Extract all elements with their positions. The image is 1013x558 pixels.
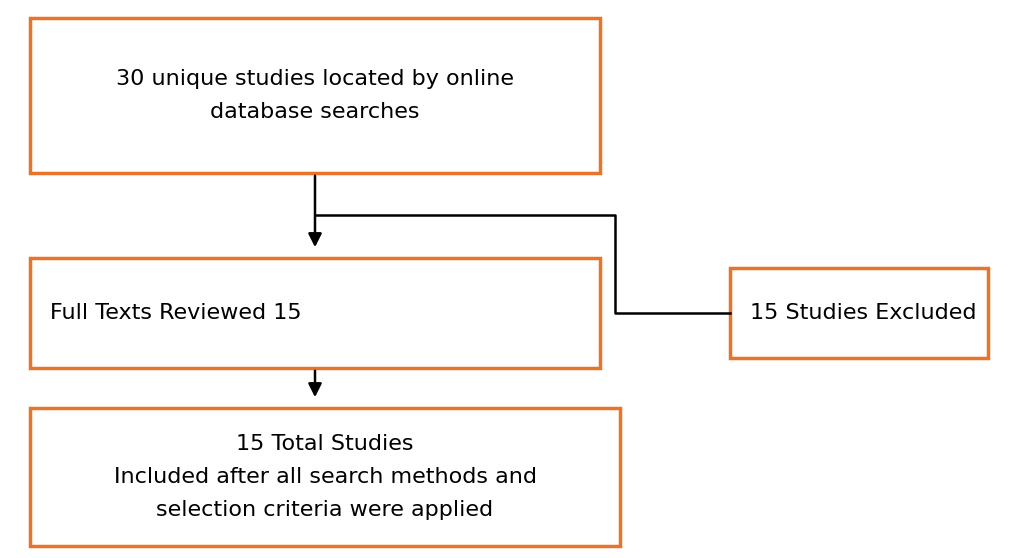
Bar	[30, 258, 600, 368]
Text: 15 Studies Excluded: 15 Studies Excluded	[750, 303, 977, 323]
Text: 15 Total Studies
Included after all search methods and
selection criteria were a: 15 Total Studies Included after all sear…	[113, 434, 537, 520]
Text: Full Texts Reviewed 15: Full Texts Reviewed 15	[50, 303, 302, 323]
Text: 30 unique studies located by online
database searches: 30 unique studies located by online data…	[116, 69, 514, 122]
Bar	[30, 18, 600, 173]
Bar	[730, 268, 988, 358]
Bar	[30, 408, 620, 546]
